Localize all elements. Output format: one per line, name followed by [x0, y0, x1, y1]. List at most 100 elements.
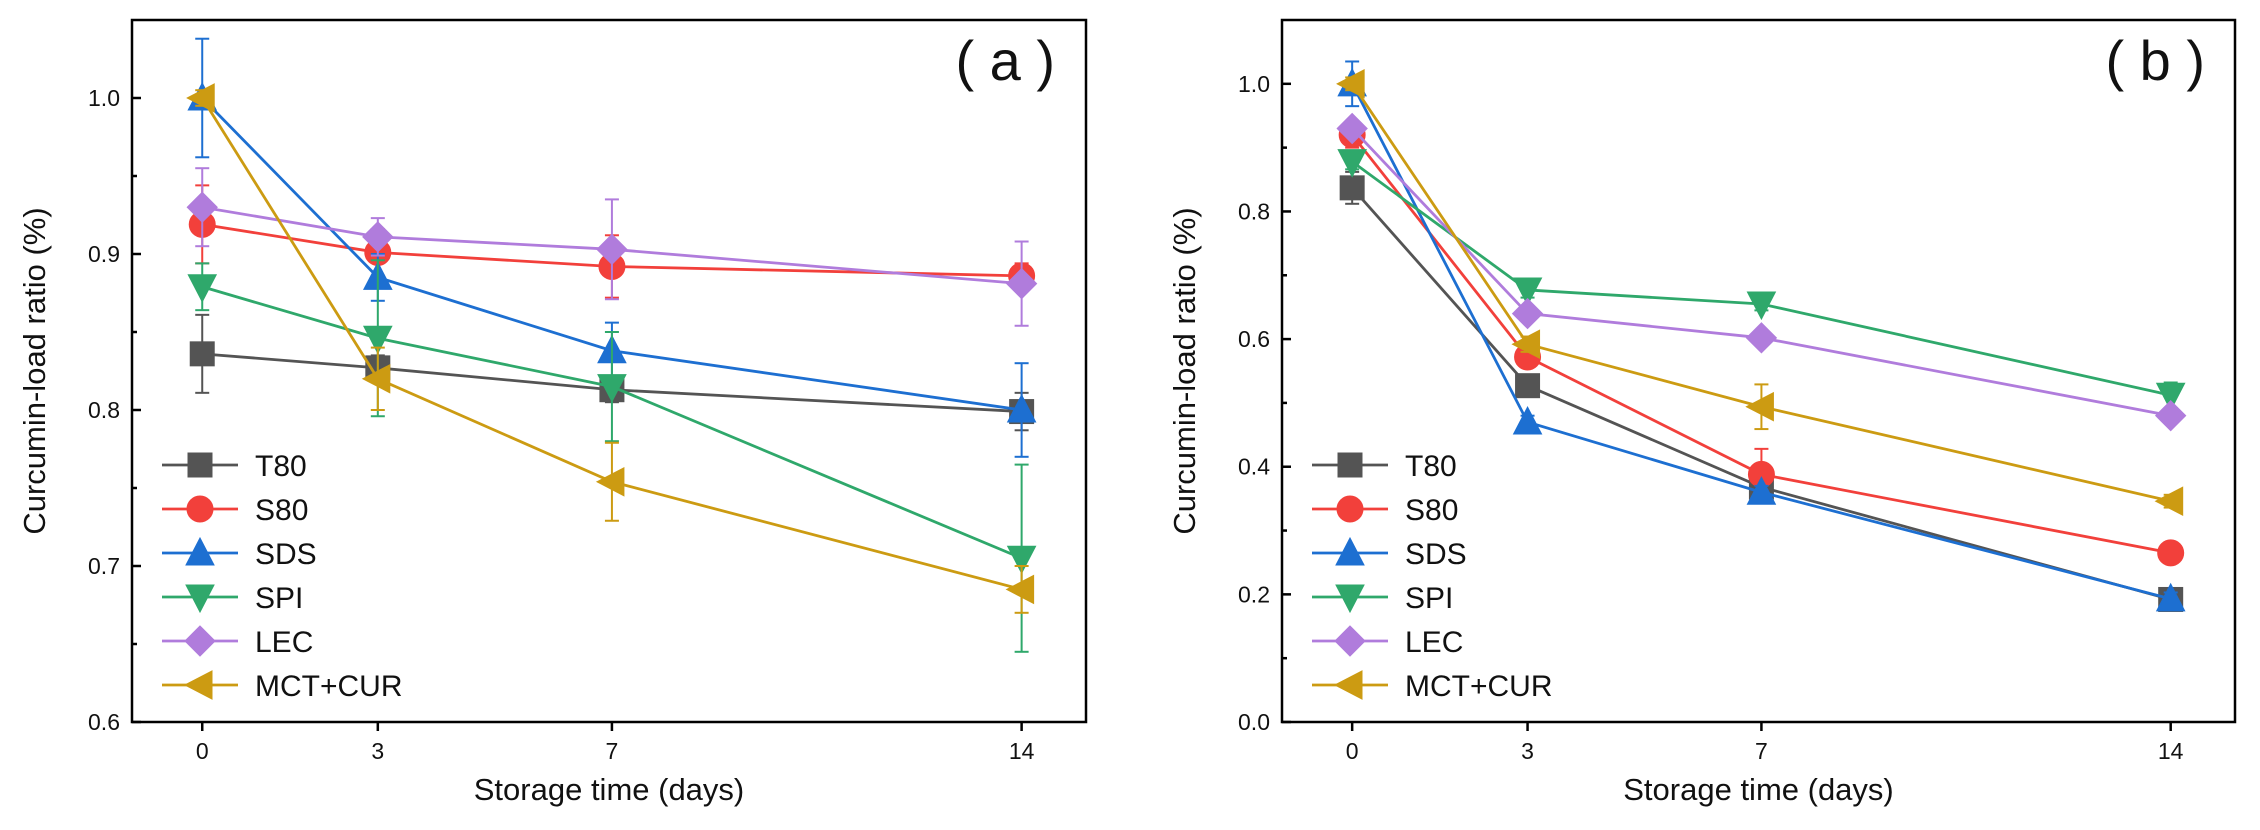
data-point-lec: [596, 233, 628, 266]
series-line-mct-cur: [1350, 83, 2172, 503]
legend-marker: [185, 536, 215, 566]
series-mct-cur: [186, 83, 1035, 614]
legend-marker: [1335, 536, 1365, 566]
y-axis-title: Curcumin-load ratio (%): [17, 207, 52, 534]
series-line-spi: [1351, 160, 2171, 397]
series-line-lec: [1351, 127, 2171, 418]
legend-item-sds: SDS: [1312, 536, 1467, 571]
data-point-spi: [362, 325, 393, 355]
data-point-mct-cur: [361, 363, 391, 394]
data-point-spi: [1006, 545, 1037, 575]
data-point-spi: [2155, 382, 2186, 412]
x-tick-label: 3: [371, 738, 384, 764]
x-axis-title: Storage time (days): [474, 772, 745, 807]
data-point-mct-cur: [1745, 391, 1774, 422]
legend-marker: [187, 452, 213, 478]
data-point-mct-cur: [186, 83, 215, 113]
data-point-spi: [1746, 291, 1777, 321]
legend-marker: [184, 625, 216, 657]
x-tick-label: 3: [1521, 738, 1534, 764]
legend-item-spi: SPI: [1312, 582, 1453, 615]
x-tick-label: 7: [1755, 738, 1768, 764]
data-point-sds: [2155, 582, 2186, 612]
legend-item-lec: LEC: [1312, 625, 1463, 659]
legend-item-spi: SPI: [162, 582, 303, 615]
panel-a-chart: 0.6 0.7 0.8 0.9 1.0 0 3 7 14 Storage time (days) C…: [17, 18, 1088, 807]
data-point-spi: [1337, 149, 1367, 178]
data-point-lec: [1745, 322, 1778, 354]
data-point-lec: [362, 221, 394, 253]
series-line-lec: [202, 205, 1022, 286]
x-tick-label: 14: [2158, 738, 2184, 764]
x-tick-label: 7: [606, 738, 619, 764]
legend-label: SPI: [1405, 582, 1453, 615]
data-point-lec: [1336, 112, 1368, 145]
legend-label: T80: [255, 450, 307, 483]
y-tick-label: 1.0: [1238, 71, 1270, 97]
legend-marker: [185, 584, 215, 614]
panel-label: ( a ): [955, 29, 1055, 92]
legend-item-t80: T80: [1312, 450, 1457, 483]
data-point-spi: [187, 274, 218, 303]
data-point-s80: [2157, 539, 2185, 567]
legend: T80 S80 SDS SPI LEC MCT+CUR: [1312, 450, 1553, 703]
legend: T80 S80 SDS SPI LEC MCT+CUR: [162, 450, 403, 703]
plot-frame: [1280, 18, 2237, 724]
series-line-s80: [1351, 134, 2171, 555]
series-line-sds: [1350, 83, 2172, 601]
legend-marker: [183, 670, 213, 700]
plot-frame: [130, 18, 1088, 724]
series-line-sds: [201, 97, 1022, 412]
x-tick-label: 0: [196, 738, 209, 764]
series-line-t80: [202, 352, 1022, 413]
legend-item-lec: LEC: [162, 625, 313, 659]
legend-item-s80: S80: [1312, 494, 1458, 527]
legend-marker: [186, 495, 214, 523]
panel-label: ( b ): [2105, 29, 2205, 92]
legend-marker: [1335, 584, 1365, 614]
data-point-sds: [1512, 405, 1543, 435]
y-tick-label: 0.2: [1238, 581, 1270, 607]
legend-label: LEC: [1405, 626, 1463, 659]
legend-label: S80: [255, 494, 308, 527]
series-lec: [186, 167, 1038, 327]
legend-label: T80: [1405, 450, 1457, 483]
legend-label: SPI: [255, 582, 303, 615]
x-tick-label: 0: [1346, 738, 1359, 764]
series-line-t80: [1351, 186, 2172, 601]
legend-item-mct-cur: MCT+CUR: [1312, 670, 1553, 703]
legend-marker: [1336, 495, 1364, 523]
legend-item-sds: SDS: [162, 536, 317, 571]
y-tick-label: 0.6: [88, 709, 120, 735]
legend-marker: [1337, 452, 1363, 478]
y-tick-label: 0.8: [1238, 198, 1270, 224]
series-spi: [1337, 149, 2186, 412]
data-point-lec: [1511, 297, 1544, 330]
legend-label: SDS: [255, 538, 317, 571]
data-point-mct-cur: [1511, 329, 1541, 360]
y-tick-label: 0.8: [88, 397, 120, 423]
series-line-spi: [201, 285, 1023, 560]
data-point-mct-cur: [2154, 486, 2184, 517]
data-point-t80: [189, 341, 215, 367]
data-point-mct-cur: [1005, 574, 1035, 605]
y-tick-label: 0.0: [1238, 709, 1270, 735]
legend-label: SDS: [1405, 538, 1467, 571]
data-point-t80: [1339, 175, 1365, 201]
x-axis-title: Storage time (days): [1623, 772, 1894, 807]
data-point-sds: [1006, 393, 1037, 423]
legend-label: S80: [1405, 494, 1458, 527]
data-point-spi: [1512, 277, 1543, 307]
y-tick-label: 1.0: [88, 85, 120, 111]
y-tick-label: 0.4: [1238, 454, 1270, 480]
panel-b-chart: 0.0 0.2 0.4 0.6 0.8 1.0 0 3 7 14 Storage time (day…: [1167, 18, 2237, 807]
data-point-sds: [1746, 476, 1777, 505]
legend-marker: [1333, 670, 1363, 700]
legend-marker: [1334, 625, 1366, 657]
y-tick-label: 0.7: [88, 553, 120, 579]
series-lec: [1336, 112, 2187, 432]
legend-label: MCT+CUR: [1405, 670, 1553, 703]
legend-item-t80: T80: [162, 450, 307, 483]
data-point-spi: [597, 374, 627, 403]
